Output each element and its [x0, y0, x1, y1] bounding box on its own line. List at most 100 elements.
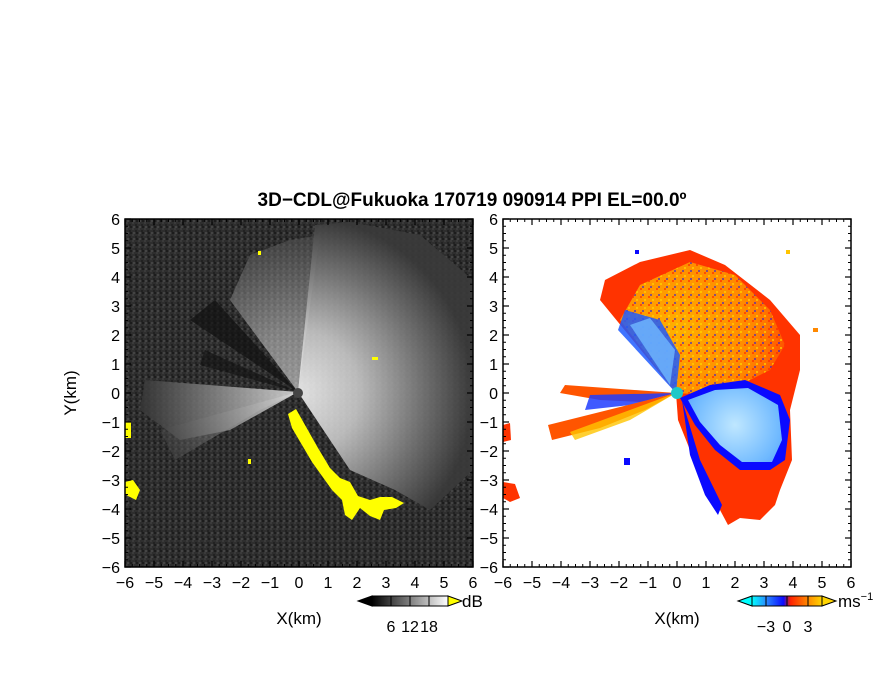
- velocity-x-tick-label: 2: [731, 575, 740, 592]
- velocity-x-tick-label: −4: [552, 575, 570, 592]
- snr-x-tick-label: −3: [203, 575, 221, 592]
- snr-bright-sector: [298, 222, 473, 510]
- snr-yellow-blob-west: [125, 422, 131, 438]
- velocity-y-tick-label: −4: [480, 502, 498, 519]
- velocity-speck-1: [624, 458, 630, 465]
- velocity-y-tick-label: 0: [489, 386, 498, 403]
- snr-yellow-speck-north: [258, 251, 261, 255]
- velocity-southwest-beam-yellow: [570, 393, 676, 440]
- velocity-southwest-beam: [548, 393, 676, 440]
- snr-y-tick-label: 5: [111, 241, 120, 258]
- velocity-y-tick-label: 3: [489, 299, 498, 316]
- snr-ylabel: Y(km): [61, 370, 80, 415]
- velocity-speck-3: [786, 250, 790, 254]
- snr-x-tick-label: −2: [232, 575, 250, 592]
- velocity-y-tick-label: −6: [480, 560, 498, 577]
- velocity-colorbar-unit-exponent: −1: [861, 591, 874, 603]
- velocity-x-tick-label: −2: [610, 575, 628, 592]
- velocity-colorbar-under-arrow: [736, 595, 753, 607]
- velocity-x-tick-label: −1: [639, 575, 657, 592]
- snr-x-tick-label: −6: [116, 575, 134, 592]
- snr-x-tick-label: −1: [261, 575, 279, 592]
- velocity-x-tick-label: −3: [581, 575, 599, 592]
- velocity-y-tick-label: −3: [480, 473, 498, 490]
- snr-north-sector: [230, 235, 320, 392]
- velocity-speck-2: [635, 250, 639, 254]
- snr-yellow-blob-southwest: [125, 480, 140, 500]
- snr-x-tick-label: 5: [440, 575, 449, 592]
- velocity-y-tick-label: 1: [489, 357, 498, 374]
- velocity-colorbar-tick-label: −3: [757, 619, 775, 636]
- snr-colorbar-under-arrow: [356, 595, 373, 607]
- velocity-y-tick-label: 6: [489, 212, 498, 229]
- velocity-colorbar-unit: ms−1: [838, 591, 873, 611]
- snr-y-tick-label: −5: [102, 531, 120, 548]
- velocity-x-tick-label: 6: [847, 575, 856, 592]
- velocity-y-tick-label: 4: [489, 270, 498, 287]
- velocity-xlabel: X(km): [654, 609, 699, 628]
- velocity-colorbar-tick-label: 0: [783, 619, 792, 636]
- snr-x-tick-label: 6: [469, 575, 478, 592]
- snr-y-tick-label: −2: [102, 444, 120, 461]
- snr-y-tick-label: −4: [102, 502, 120, 519]
- snr-colorbar-unit: dB: [462, 592, 483, 611]
- velocity-axis-ticks: −6 −5 −4 −3 −2 −1 0 1 2 3 4 5 6 6 5 4 3 2 1 0 −1 −2 −3 −4 −5 −6: [480, 212, 856, 592]
- snr-y-tick-label: 1: [111, 357, 120, 374]
- snr-y-tick-label: −3: [102, 473, 120, 490]
- velocity-radar-center: [671, 387, 683, 399]
- velocity-x-tick-label: 0: [673, 575, 682, 592]
- snr-colorbar-tick-label: 12: [401, 619, 419, 636]
- velocity-x-tick-label: 5: [818, 575, 827, 592]
- velocity-speck-4: [813, 328, 818, 332]
- snr-y-tick-label: 2: [111, 328, 120, 345]
- velocity-x-tick-label: 4: [789, 575, 798, 592]
- snr-blocked-sector: [190, 300, 298, 392]
- figure-title: 3D−CDL@Fukuoka 170719 090914 PPI EL=00.0…: [258, 190, 687, 211]
- velocity-x-tick-label: −6: [494, 575, 512, 592]
- snr-y-tick-label: 6: [111, 212, 120, 229]
- velocity-approaching-core: [688, 388, 782, 462]
- snr-axis-ticks: −6 −5 −4 −3 −2 −1 0 1 2 3 4 5 6 6 5 4 3 2 1 0 −1 −2 −3 −4 −5 −6: [102, 212, 478, 592]
- snr-x-tick-label: 2: [353, 575, 362, 592]
- snr-x-tick-label: −4: [174, 575, 192, 592]
- snr-x-tick-label: 1: [324, 575, 333, 592]
- snr-yellow-speck-east: [372, 357, 378, 360]
- velocity-y-tick-label: −2: [480, 444, 498, 461]
- velocity-y-tick-label: −5: [480, 531, 498, 548]
- velocity-x-tick-label: 3: [760, 575, 769, 592]
- velocity-y-tick-label: −1: [480, 415, 498, 432]
- velocity-y-tick-label: 5: [489, 241, 498, 258]
- velocity-south-streak: [682, 400, 722, 515]
- velocity-x-tick-label: −5: [523, 575, 541, 592]
- velocity-panel: −6 −5 −4 −3 −2 −1 0 1 2 3 4 5 6 6 5 4 3 2 1 0 −1 −2 −3 −4 −5 −6 X…: [480, 212, 856, 628]
- snr-x-tick-label: 0: [295, 575, 304, 592]
- snr-y-tick-label: 3: [111, 299, 120, 316]
- snr-xlabel: X(km): [276, 609, 321, 628]
- velocity-approaching-northwest-light: [630, 318, 675, 385]
- snr-x-tick-label: −5: [145, 575, 163, 592]
- snr-colorbar: 6 12 18 dB: [356, 592, 483, 636]
- velocity-colorbar-unit-base: ms: [838, 592, 861, 611]
- snr-y-tick-label: 0: [111, 386, 120, 403]
- snr-blocked-sector-2: [200, 350, 298, 392]
- velocity-x-tick-label: 1: [702, 575, 711, 592]
- snr-yellow-band: [288, 409, 404, 520]
- velocity-edge-patch-west: [503, 423, 511, 442]
- snr-radar-center: [293, 388, 303, 398]
- velocity-colorbar-tick-label: 3: [804, 619, 813, 636]
- snr-colorbar-over-arrow: [447, 595, 464, 607]
- snr-x-tick-label: 4: [411, 575, 420, 592]
- snr-panel: −6 −5 −4 −3 −2 −1 0 1 2 3 4 5 6 6 5 4 3 2 1 0 −1 −2 −3 −4 −5 −6 X…: [61, 212, 478, 628]
- snr-y-tick-label: −1: [102, 415, 120, 432]
- velocity-colorbar-over-arrow: [821, 595, 838, 607]
- snr-colorbar-tick-label: 18: [420, 619, 438, 636]
- snr-colorbar-tick-label: 6: [387, 619, 396, 636]
- snr-x-tick-label: 3: [382, 575, 391, 592]
- velocity-colorbar: −3 0 3 ms−1: [736, 591, 873, 636]
- velocity-edge-patch-southwest: [503, 482, 520, 502]
- snr-y-tick-label: −6: [102, 560, 120, 577]
- snr-southwest-beam: [160, 392, 298, 460]
- velocity-y-tick-label: 2: [489, 328, 498, 345]
- snr-yellow-speck-southwest: [248, 459, 251, 464]
